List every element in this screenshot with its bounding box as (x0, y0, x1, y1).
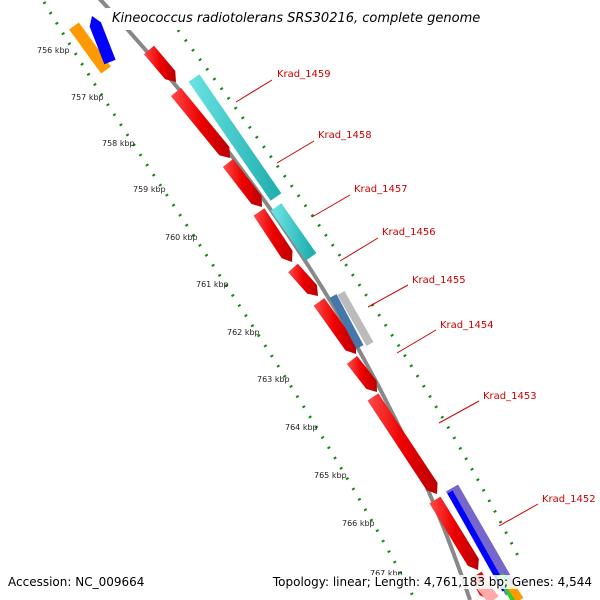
tick-label: 756 kbp (37, 46, 70, 55)
gene-label: Krad_1452 (542, 494, 596, 505)
cds-arrow (287, 263, 319, 297)
tick-label: 758 kbp (102, 139, 135, 148)
cds-arrow (143, 45, 177, 83)
accession-text: Accession: NC_009664 (8, 575, 145, 589)
label-leader-line (235, 79, 273, 103)
slate-feature (329, 294, 364, 349)
gene-label: Krad_1453 (483, 391, 537, 402)
cds-arrow (313, 297, 357, 355)
gene-labels: Krad_1459 Krad_1458 Krad_1457 Krad_1456 Krad… (235, 69, 596, 527)
inner-tick-ring (42, 1, 417, 600)
tick-label: 757 kbp (71, 93, 104, 102)
label-leader-line (396, 329, 437, 354)
tick-label: 763 kbp (257, 375, 290, 384)
gene-label: Krad_1458 (318, 130, 372, 141)
label-leader-line (276, 140, 315, 164)
tick-labels: 756 kbp 757 kbp 758 kbp 759 kbp 760 kbp 761 k… (37, 46, 403, 578)
orange-feature (69, 22, 111, 74)
cds-arrow (367, 393, 438, 495)
tick-label: 762 kbp (227, 328, 260, 337)
cyan-feature (270, 203, 317, 261)
tick-label: 764 kbp (285, 423, 318, 432)
tick-label: 759 kbp (133, 185, 166, 194)
cds-arrow (222, 158, 263, 208)
gene-features (69, 15, 524, 600)
genome-backbone (97, 0, 472, 600)
tick-label: 760 kbp (165, 233, 198, 242)
cds-arrow (253, 208, 293, 263)
gene-label: Krad_1457 (354, 184, 408, 195)
gene-label: Krad_1456 (382, 227, 436, 238)
tick-label: 766 kbp (342, 519, 375, 528)
blue-feature (447, 490, 508, 592)
label-leader-line (367, 284, 409, 308)
label-leader-line (498, 503, 539, 527)
tick-label: 761 kbp (196, 280, 229, 289)
blue-feature (89, 15, 116, 65)
label-leader-line (339, 237, 379, 262)
label-leader-line (438, 400, 480, 424)
gene-label: Krad_1459 (277, 69, 331, 80)
cds-arrow (346, 355, 378, 393)
gene-label: Krad_1455 (412, 275, 466, 286)
genome-title: Kineococcus radiotolerans SRS30216, comp… (106, 8, 487, 30)
cds-arrow (170, 87, 231, 159)
grey-feature (337, 291, 374, 346)
gene-label: Krad_1454 (440, 320, 494, 331)
topology-text: Topology: linear; Length: 4,761,183 bp; … (272, 575, 592, 589)
tick-label: 765 kbp (314, 471, 347, 480)
outer-tick-ring (176, 29, 522, 561)
label-leader-line (311, 194, 351, 218)
cyan-feature (188, 74, 282, 201)
tick-label: 767 kbp (370, 569, 403, 578)
cds-arrow (429, 496, 480, 571)
